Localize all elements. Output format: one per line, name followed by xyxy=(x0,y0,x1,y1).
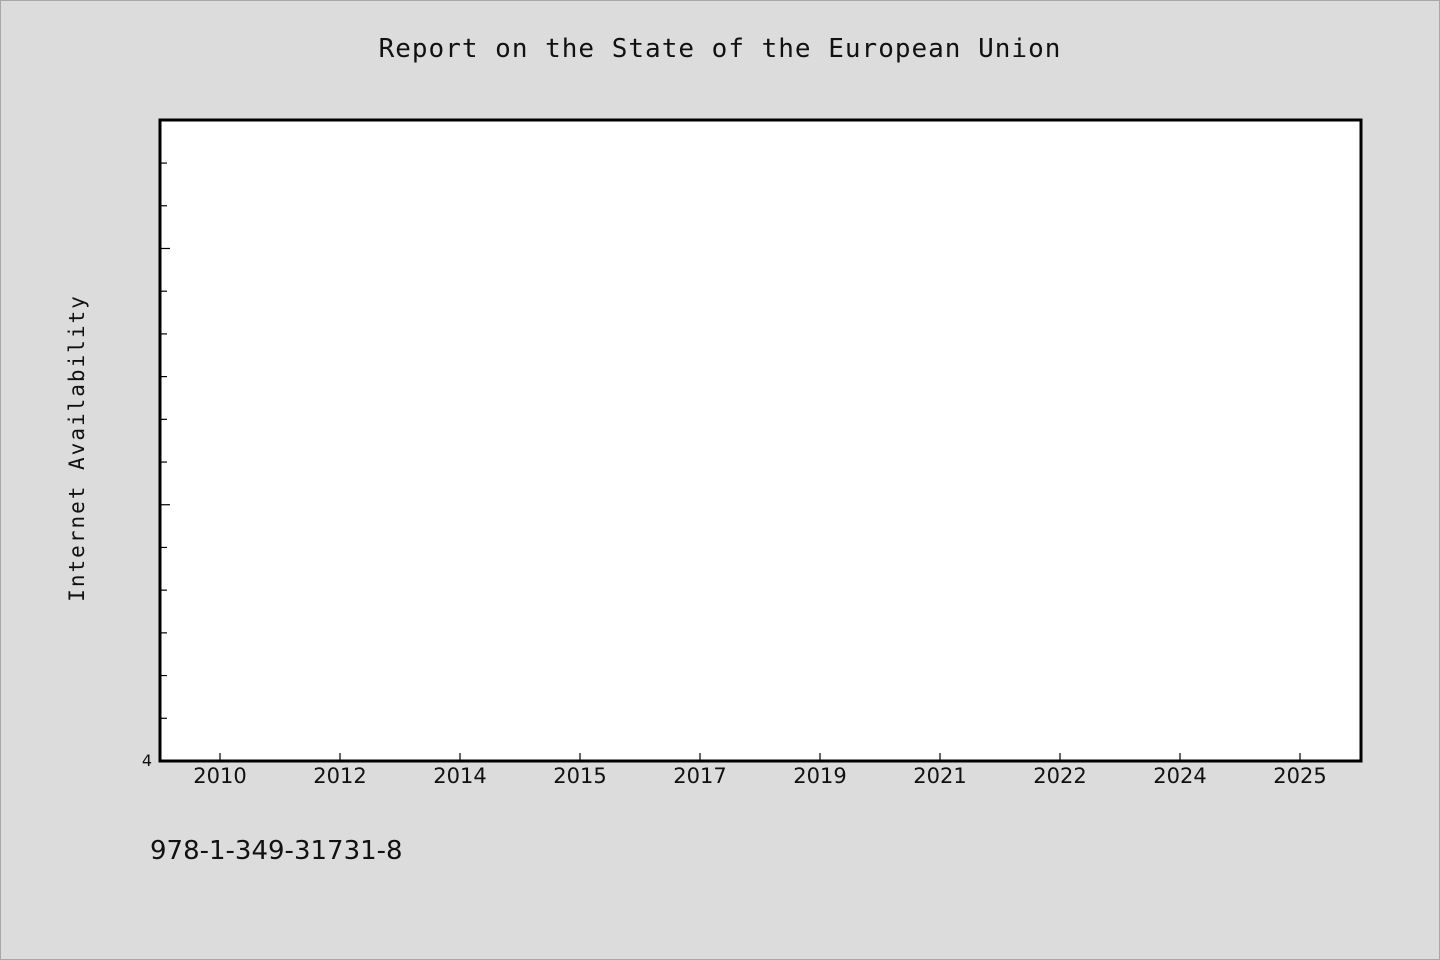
x-tick-label: 2010 xyxy=(193,764,246,788)
x-tick-label: 2019 xyxy=(793,764,846,788)
x-tick-label: 2017 xyxy=(673,764,726,788)
isbn-text: 978-1-349-31731-8 xyxy=(150,836,403,866)
x-tick-label: 2012 xyxy=(313,764,366,788)
x-tick-label: 2025 xyxy=(1273,764,1326,788)
x-tick-label: 2014 xyxy=(433,764,486,788)
x-tick-label: 2024 xyxy=(1153,764,1206,788)
y-axis-ticks: 4 xyxy=(142,162,170,770)
chart-title: Report on the State of the European Unio… xyxy=(378,34,1062,64)
x-tick-label: 2015 xyxy=(553,764,606,788)
x-tick-label: 2022 xyxy=(1033,764,1086,788)
y-tick-label: 4 xyxy=(142,751,152,770)
plot-area xyxy=(158,118,1363,763)
x-tick-label: 2021 xyxy=(913,764,966,788)
x-axis-ticks: 2010 2012 2014 2015 2017 2019 2021 2022 2024 2025 xyxy=(193,753,1327,788)
